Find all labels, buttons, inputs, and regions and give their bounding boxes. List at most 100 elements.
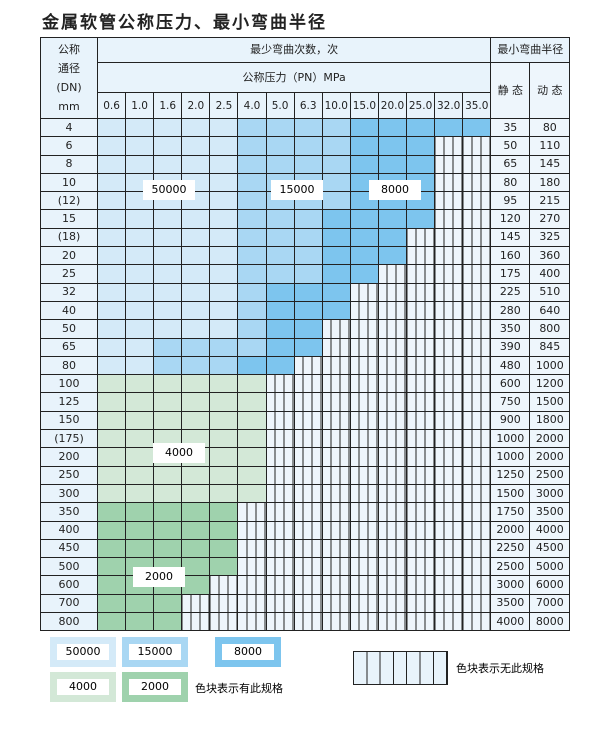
dynamic-radius-cell: 4000 bbox=[529, 520, 571, 540]
static-radius-cell: 4000 bbox=[490, 612, 531, 632]
spec-cell bbox=[237, 410, 267, 431]
no-spec-cell bbox=[462, 282, 492, 302]
no-spec-cell bbox=[265, 593, 295, 614]
no-spec-cell bbox=[406, 557, 436, 577]
static-radius-cell: 1500 bbox=[490, 483, 531, 504]
no-spec-cell bbox=[321, 374, 351, 394]
pressure-col-header: 4.0 bbox=[237, 92, 267, 119]
no-spec-cell bbox=[462, 209, 492, 229]
spec-cell bbox=[237, 465, 267, 485]
no-spec-cell bbox=[434, 282, 464, 302]
dn-cell: 400 bbox=[40, 520, 98, 540]
no-spec-cell bbox=[377, 520, 408, 540]
no-spec-cell bbox=[462, 300, 492, 321]
spec-cell bbox=[237, 154, 267, 174]
spec-cell bbox=[237, 172, 267, 193]
static-radius-cell: 480 bbox=[490, 355, 531, 376]
spec-cell bbox=[153, 483, 183, 504]
spec-cell bbox=[237, 483, 267, 504]
dynamic-radius-cell: 360 bbox=[529, 246, 571, 266]
no-spec-cell bbox=[321, 392, 351, 412]
no-spec-cell bbox=[377, 502, 408, 522]
table-row: 100 600 1200 bbox=[40, 374, 571, 394]
dynamic-radius-cell: 215 bbox=[529, 191, 571, 211]
no-spec-cell bbox=[434, 319, 464, 339]
no-spec-cell bbox=[209, 612, 239, 632]
dynamic-radius-cell: 800 bbox=[529, 319, 571, 339]
no-spec-cell bbox=[377, 429, 408, 449]
spec-cell bbox=[209, 429, 239, 449]
dynamic-radius-cell: 8000 bbox=[529, 612, 571, 632]
spec-cell bbox=[209, 355, 239, 376]
dynamic-radius-cell: 2000 bbox=[529, 447, 571, 467]
spec-cell bbox=[153, 392, 183, 412]
spec-cell bbox=[265, 300, 295, 321]
no-spec-cell bbox=[462, 264, 492, 284]
no-spec-cell bbox=[406, 319, 436, 339]
no-spec-cell bbox=[265, 447, 295, 467]
dynamic-radius-cell: 1200 bbox=[529, 374, 571, 394]
static-radius-cell: 35 bbox=[490, 117, 531, 138]
no-spec-cell bbox=[434, 557, 464, 577]
no-spec-cell bbox=[293, 447, 323, 467]
spec-cell bbox=[125, 264, 155, 284]
region-label-8000: 8000 bbox=[369, 180, 421, 200]
spec-cell bbox=[293, 209, 323, 229]
no-spec-cell bbox=[321, 593, 351, 614]
spec-cell bbox=[237, 264, 267, 284]
no-spec-cell bbox=[321, 355, 351, 376]
dn-cell: 100 bbox=[40, 374, 98, 394]
no-spec-cell bbox=[406, 502, 436, 522]
spec-cell bbox=[125, 227, 155, 248]
spec-cell bbox=[349, 136, 379, 156]
table-row: 300 1500 3000 bbox=[40, 483, 571, 504]
dynamic-radius-cell: 3000 bbox=[529, 483, 571, 504]
spec-cell bbox=[377, 227, 408, 248]
no-spec-cell bbox=[377, 355, 408, 376]
spec-cell bbox=[96, 465, 127, 485]
spec-cell bbox=[125, 520, 155, 540]
no-spec-cell bbox=[462, 337, 492, 357]
no-spec-cell bbox=[434, 374, 464, 394]
spec-cell bbox=[153, 465, 183, 485]
no-spec-cell bbox=[293, 355, 323, 376]
no-spec-cell bbox=[237, 538, 267, 559]
static-radius-cell: 1250 bbox=[490, 465, 531, 485]
dynamic-radius-cell: 325 bbox=[529, 227, 571, 248]
spec-cell bbox=[293, 246, 323, 266]
spec-cell bbox=[125, 502, 155, 522]
no-spec-cell bbox=[237, 502, 267, 522]
spec-cell bbox=[125, 246, 155, 266]
static-radius-cell: 65 bbox=[490, 154, 531, 174]
no-spec-cell bbox=[321, 483, 351, 504]
no-spec-cell bbox=[406, 483, 436, 504]
no-spec-cell bbox=[377, 575, 408, 595]
dn-cell: 8 bbox=[40, 154, 98, 174]
pressure-col-header: 1.6 bbox=[153, 92, 183, 119]
spec-cell bbox=[406, 209, 436, 229]
no-spec-cell bbox=[406, 447, 436, 467]
spec-cell bbox=[349, 154, 379, 174]
no-spec-cell bbox=[237, 575, 267, 595]
no-spec-cell bbox=[265, 538, 295, 559]
spec-cell bbox=[181, 227, 211, 248]
spec-cell bbox=[125, 410, 155, 431]
spec-cell bbox=[125, 117, 155, 138]
no-spec-cell bbox=[349, 300, 379, 321]
no-spec-cell bbox=[321, 319, 351, 339]
dynamic-radius-cell: 7000 bbox=[529, 593, 571, 614]
no-spec-cell bbox=[265, 557, 295, 577]
pressure-col-header: 15.0 bbox=[349, 92, 379, 119]
spec-cell bbox=[181, 337, 211, 357]
spec-cell bbox=[96, 246, 127, 266]
spec-cell bbox=[265, 209, 295, 229]
table-row: 150 900 1800 bbox=[40, 410, 571, 431]
spec-cell bbox=[181, 483, 211, 504]
static-radius-cell: 900 bbox=[490, 410, 531, 431]
spec-cell bbox=[181, 557, 211, 577]
spec-cell bbox=[209, 374, 239, 394]
spec-cell bbox=[377, 117, 408, 138]
no-spec-cell bbox=[349, 575, 379, 595]
dynamic-radius-cell: 400 bbox=[529, 264, 571, 284]
spec-cell bbox=[153, 264, 183, 284]
